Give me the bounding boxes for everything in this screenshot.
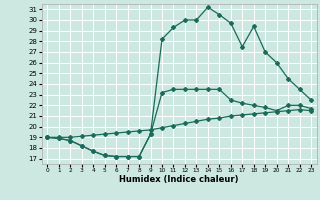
X-axis label: Humidex (Indice chaleur): Humidex (Indice chaleur) [119, 175, 239, 184]
